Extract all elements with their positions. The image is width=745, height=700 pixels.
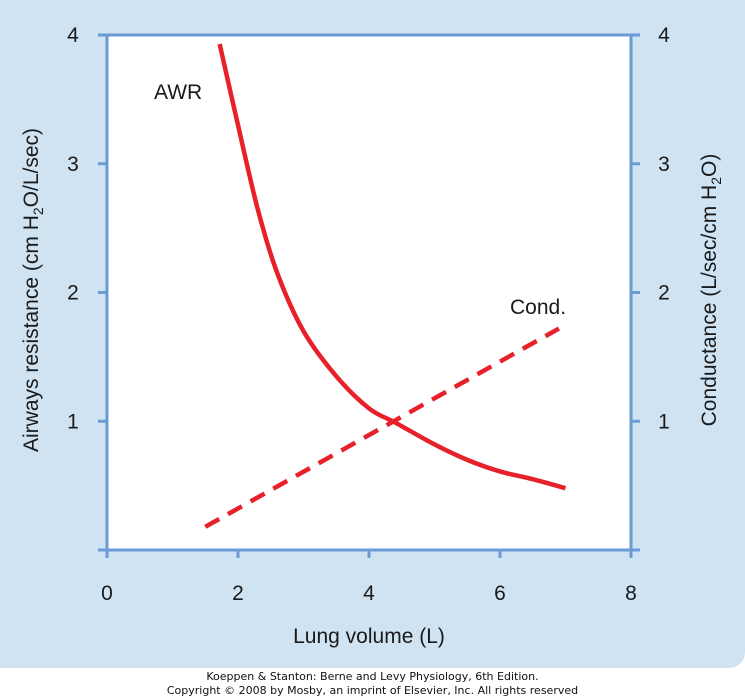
y-axis-title-right: Conductance (L/sec/cm H2O): [698, 154, 724, 427]
y-tick-label-right-1: 1: [658, 410, 670, 433]
plot-area: [107, 35, 631, 550]
x-tick-label-8: 8: [625, 582, 637, 605]
series-label-awr: AWR: [154, 81, 202, 104]
y-axis-title-left: Airways resistance (cm H2O/L/sec): [20, 128, 46, 452]
series-line-awr: [217, 43, 567, 491]
chart: 0 2 4 6 8 1 1 2 2 3 3 4 4 Lung volume (L) Airways resi…: [20, 24, 724, 648]
series-group: [204, 43, 567, 529]
y-tick-label-left-3: 3: [67, 153, 79, 176]
credit-line-1: Koeppen & Stanton: Berne and Levy Physio…: [206, 670, 539, 683]
y-tick-label-left-2: 2: [67, 282, 79, 305]
labels-group: 0 2 4 6 8 1 1 2 2 3 3 4 4 Lung volume (L) Airways resi…: [20, 24, 724, 648]
x-tick-label-4: 4: [363, 582, 375, 605]
axis-ticks: [98, 33, 640, 558]
series-label-cond: Cond.: [510, 296, 566, 319]
x-tick-label-6: 6: [494, 582, 506, 605]
y-tick-label-left-1: 1: [67, 410, 79, 433]
figure-panel: 0 2 4 6 8 1 1 2 2 3 3 4 4 Lung volume (L) Airways resi…: [0, 0, 745, 668]
x-tick-label-0: 0: [101, 582, 113, 605]
y-tick-label-right-2: 2: [658, 282, 670, 305]
copyright-credit: Koeppen & Stanton: Berne and Levy Physio…: [0, 670, 745, 698]
series-line-cond: [204, 326, 561, 529]
x-tick-label-2: 2: [232, 582, 244, 605]
credit-line-2: Copyright © 2008 by Mosby, an imprint of…: [166, 684, 579, 697]
y-tick-label-left-4: 4: [67, 24, 79, 47]
y-tick-label-right-3: 3: [658, 153, 670, 176]
x-axis-title: Lung volume (L): [293, 625, 445, 648]
y-tick-label-right-4: 4: [658, 24, 670, 47]
